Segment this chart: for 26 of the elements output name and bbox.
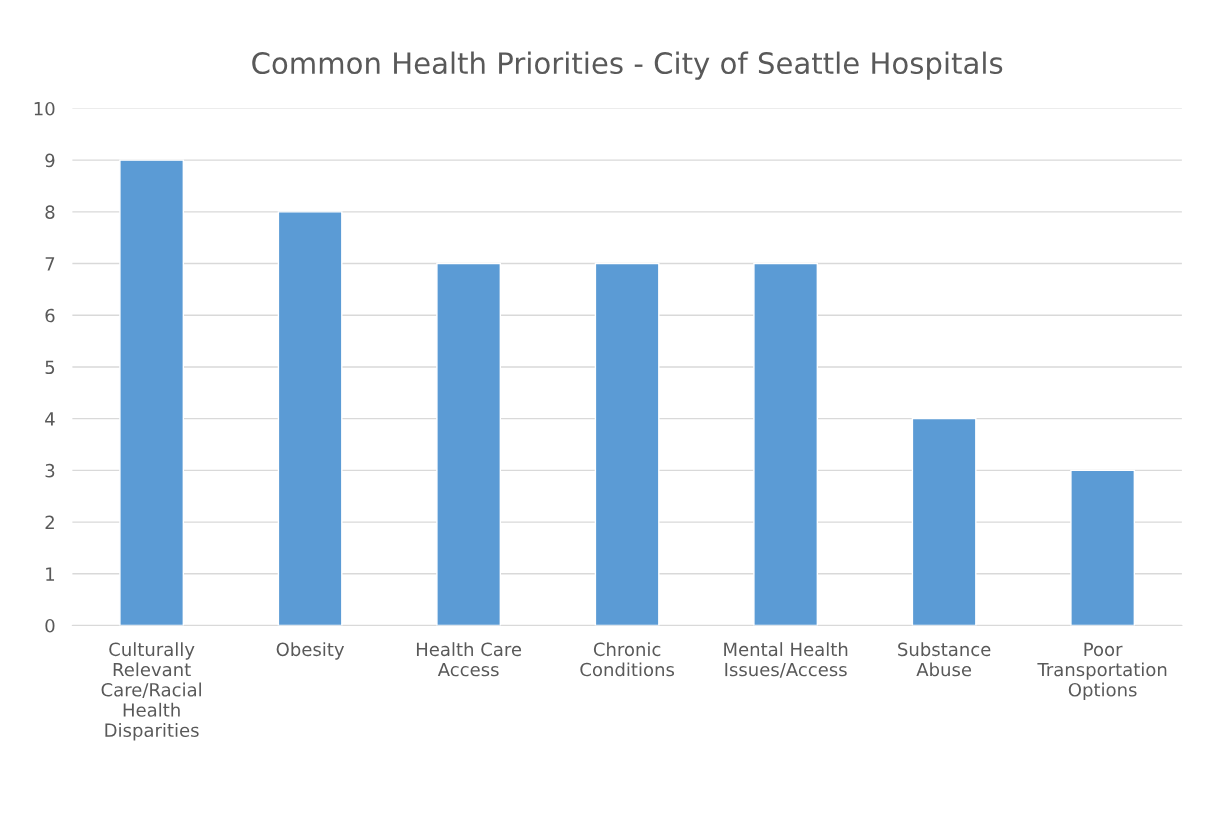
bar	[436, 262, 502, 626]
x-tick-label: Mental Health Issues/Access	[724, 642, 848, 678]
y-tick-label: 9	[45, 153, 55, 168]
y-tick-label: 6	[45, 308, 55, 323]
bar	[594, 262, 660, 626]
bar	[911, 417, 977, 626]
y-tick-label: 5	[45, 360, 55, 375]
y-tick-label: 8	[45, 205, 55, 219]
y-tick-label: 7	[45, 257, 55, 271]
bar	[277, 211, 343, 626]
y-tick-label: 10	[34, 101, 55, 116]
bar	[1070, 469, 1136, 626]
x-tick-label: Health Care Access	[416, 642, 522, 677]
y-tick-label: 4	[45, 412, 55, 426]
chart-title: Common Health Priorities - City of Seattle Hospitals	[252, 51, 1003, 80]
y-tick-label: 3	[45, 463, 55, 478]
x-tick-label: Substance Abuse	[898, 642, 991, 677]
x-tick-label: Obesity	[276, 642, 345, 660]
y-tick-label: 0	[45, 618, 55, 633]
bar	[119, 159, 185, 626]
x-tick-label: Culturally Relevant Care/Racial Health Disparities	[101, 642, 201, 741]
x-tick-label: Poor Transportation Options	[1037, 642, 1167, 701]
bar	[753, 262, 819, 626]
x-tick-label: Chronic Conditions	[580, 642, 675, 677]
y-tick-label: 2	[45, 515, 54, 529]
y-tick-label: 1	[46, 567, 55, 581]
